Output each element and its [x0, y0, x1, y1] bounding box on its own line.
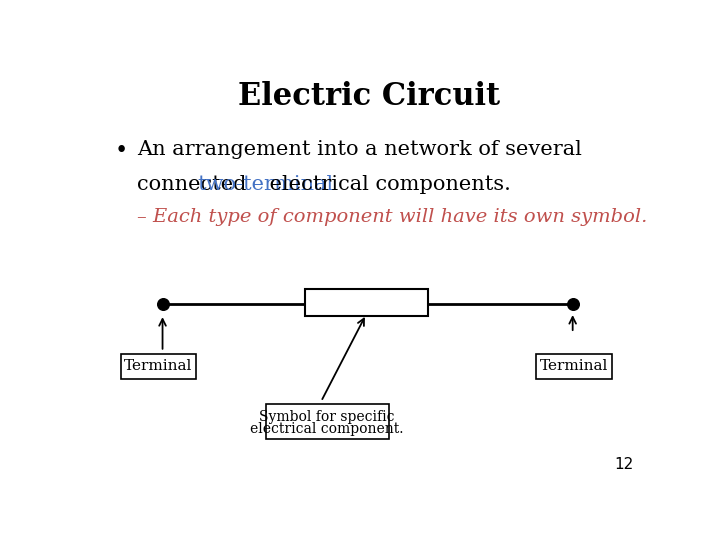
Text: •: • [115, 140, 128, 161]
Text: electrical components.: electrical components. [263, 175, 511, 194]
Bar [536, 354, 612, 379]
Text: Terminal: Terminal [124, 359, 192, 373]
Point [157, 300, 168, 308]
Text: two-terminal: two-terminal [197, 175, 333, 194]
Text: 12: 12 [615, 457, 634, 472]
Text: An arrangement into a network of several: An arrangement into a network of several [138, 140, 582, 159]
Text: connected: connected [138, 175, 253, 194]
Text: – Each type of component will have its own symbol.: – Each type of component will have its o… [138, 208, 648, 226]
Bar [121, 354, 196, 379]
Bar [266, 404, 389, 439]
Bar [305, 289, 428, 316]
Point [567, 300, 578, 308]
Text: Symbol for specific: Symbol for specific [259, 410, 395, 424]
Text: Electric Circuit: Electric Circuit [238, 82, 500, 112]
Text: Terminal: Terminal [540, 359, 608, 373]
Text: electrical component.: electrical component. [251, 422, 404, 436]
